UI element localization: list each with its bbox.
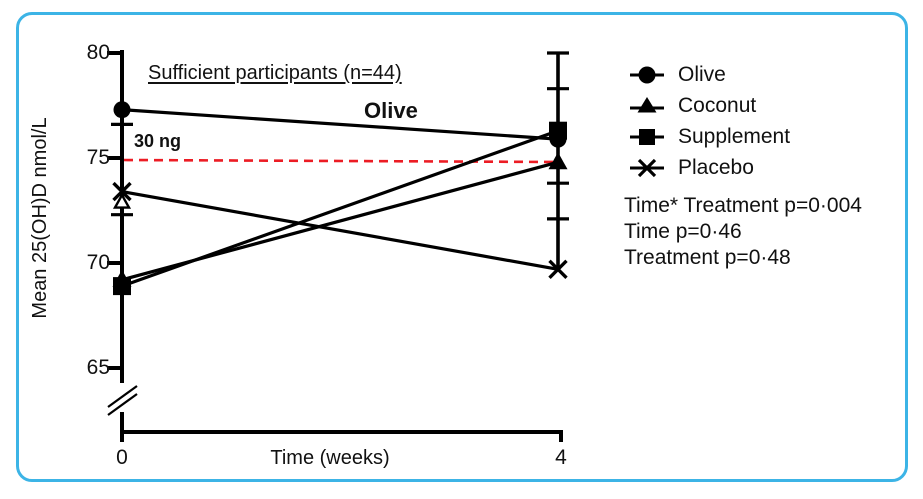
legend-item-coconut: Coconut [628, 94, 790, 118]
stats-interaction-p: Time* Treatment p=0·004 [624, 194, 862, 217]
chart-heading: Sufficient participants (n=44) [148, 62, 402, 84]
reference-dashed-line [123, 158, 559, 164]
legend-label-placebo: Placebo [678, 156, 754, 179]
stats-block: Time* Treatment p=0·004 Time p=0·46 Trea… [624, 193, 862, 271]
x-axis-title: Time (weeks) [270, 447, 390, 469]
axes [107, 50, 563, 442]
y-tick-label-65: 65 [86, 356, 110, 379]
reference-line-label: 30 ng [134, 131, 182, 151]
x-tick-label-4: 4 [555, 446, 567, 469]
supplement-line [121, 129, 559, 288]
y-tick-label-70: 70 [86, 251, 110, 274]
placebo-marker-week0 [112, 181, 132, 202]
coconut-marker-week4 [548, 152, 568, 170]
olive-line [121, 108, 559, 141]
stats-time-p: Time p=0·46 [624, 220, 742, 243]
stats-treatment-p: Treatment p=0·48 [624, 246, 791, 269]
legend-item-supplement: Supplement [628, 125, 790, 149]
legend-label-olive: Olive [678, 63, 726, 86]
legend-label-coconut: Coconut [678, 94, 757, 117]
x-tick-label-0: 0 [116, 446, 128, 469]
placebo-line [121, 190, 559, 271]
y-axis-title: Mean 25(OH)D nmol/L [29, 117, 51, 319]
supplement-marker-week0 [113, 277, 131, 296]
placebo-marker-week4 [548, 259, 568, 280]
legend: Olive Coconut Supplement Placebo [628, 63, 790, 180]
olive-circle-icon [630, 66, 664, 84]
olive-marker-week0 [113, 101, 131, 119]
supplement-marker-week4 [549, 121, 567, 140]
data-layer [111, 51, 569, 296]
legend-label-supplement: Supplement [678, 125, 791, 148]
y-tick-label-80: 80 [86, 41, 110, 64]
coconut-triangle-icon [630, 97, 664, 113]
supplement-square-icon [630, 129, 664, 145]
legend-item-olive: Olive [628, 63, 790, 87]
legend-item-placebo: Placebo [628, 156, 790, 180]
axis-break-icon [107, 385, 138, 416]
y-tick-label-75: 75 [86, 146, 110, 169]
olive-series-label: Olive [364, 98, 418, 123]
figure-border [16, 12, 908, 482]
week0-overlap-open-triangle-marker [112, 192, 132, 209]
placebo-x-icon [630, 158, 664, 178]
